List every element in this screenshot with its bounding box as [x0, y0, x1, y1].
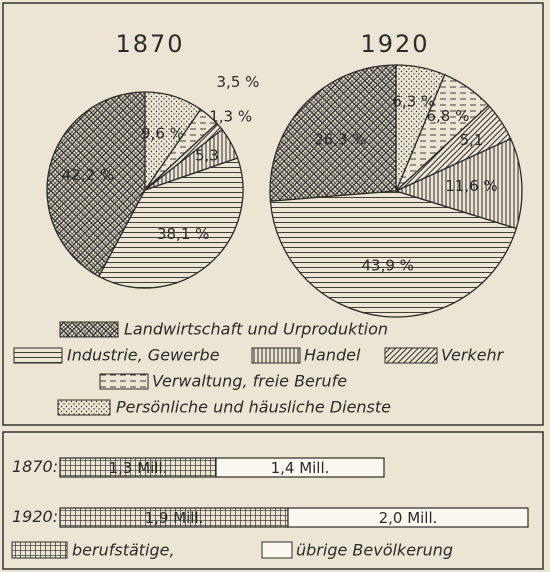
legend-label: Handel: [304, 346, 361, 365]
pie-slice: [46, 91, 146, 278]
bar-segment: [287, 507, 529, 528]
slice-label: 3,5 %: [217, 73, 260, 91]
legend-swatch: [57, 399, 111, 416]
legend-label: übrige Bevölkerung: [296, 541, 453, 560]
legend-swatch: [13, 347, 63, 364]
legend-swatch: [11, 541, 68, 559]
pie-title: 1870: [115, 30, 184, 58]
legend-label: Verwaltung, freie Berufe: [152, 372, 347, 391]
bar-segment: [215, 457, 385, 478]
pie-slice: [269, 190, 518, 318]
slice-label: 6,3 %: [392, 93, 435, 111]
legend-swatch: [99, 373, 149, 390]
legend-label: berufstätige,: [72, 541, 175, 560]
bar-label: 1,4 Mill.: [271, 459, 330, 477]
slice-label: 42,2 %: [62, 166, 114, 184]
legend-swatch: [384, 347, 438, 364]
slice-label: 6,8 %: [426, 107, 469, 125]
bar-label: 2,0 Mill.: [379, 509, 438, 527]
legend-swatch: [261, 541, 293, 559]
bar-frame: [2, 431, 544, 570]
category-label: 1870:: [12, 457, 58, 476]
legend-label: Persönliche und häusliche Dienste: [116, 398, 391, 417]
slice-label: 9,6 %: [141, 124, 184, 142]
pie-frame: [2, 2, 544, 426]
slice-label: 1,3 %: [209, 107, 252, 125]
legend-swatch: [59, 321, 119, 338]
pie-slice: [394, 137, 523, 230]
slice-label: 5,3: [195, 147, 219, 165]
category-label: 1920:: [12, 507, 58, 526]
pie-slice: [269, 64, 397, 202]
pie-slice: [97, 157, 244, 289]
chart-layer: 1870 42,2 % 38,1 % 5,3 1,3 % 3,5 % 9,6 % 1920 26…: [11, 30, 529, 560]
pie-slice: [144, 91, 202, 193]
slice-label: 43,9 %: [361, 257, 413, 275]
pie-title: 1920: [360, 30, 429, 58]
legend-swatch: [251, 347, 301, 364]
bar-label: 1,3 Mill.: [109, 459, 168, 477]
bar-label: 1,9 Mill.: [145, 509, 204, 527]
legend-label: Verkehr: [441, 346, 505, 365]
slice-label: 26,3 %: [314, 130, 366, 148]
legend-label: Landwirtschaft und Urproduktion: [124, 320, 388, 339]
slice-label: 38,1 %: [157, 225, 209, 243]
pie-slice: [395, 64, 446, 192]
legend-label: Industrie, Gewerbe: [67, 346, 220, 365]
slice-label: 5,1: [460, 131, 484, 149]
slice-label: 11,6 %: [445, 177, 497, 195]
